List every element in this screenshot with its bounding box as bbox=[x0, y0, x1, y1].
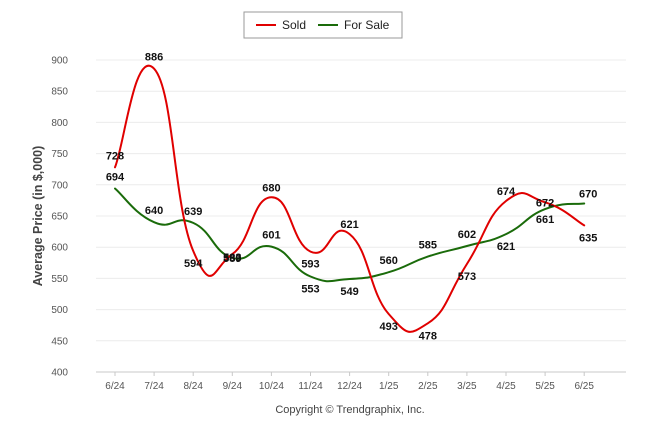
x-tick-label: 10/24 bbox=[259, 381, 284, 392]
data-label-for-sale: 640 bbox=[145, 205, 163, 217]
data-label-for-sale: 560 bbox=[380, 255, 398, 267]
plot-area: 400 450 500 550 600 650 700 750 800 850 900 6/24 7/… bbox=[51, 52, 626, 392]
series-line-sold bbox=[114, 64, 586, 333]
y-tick-label: 400 bbox=[51, 368, 68, 379]
x-tick-label: 3/25 bbox=[457, 381, 477, 392]
x-tick-label: 4/25 bbox=[496, 381, 516, 392]
data-label-for-sale: 602 bbox=[458, 229, 476, 241]
y-axis-title: Average Price (in $,000) bbox=[31, 146, 45, 287]
copyright-credit: Copyright © Trendgraphix, Inc. bbox=[275, 404, 424, 416]
data-label-for-sale: 639 bbox=[184, 206, 202, 218]
data-label-for-sale: 661 bbox=[536, 214, 554, 226]
x-tick-label: 12/24 bbox=[337, 381, 362, 392]
data-label-sold: 593 bbox=[301, 259, 319, 271]
x-tick-label: 8/24 bbox=[183, 381, 203, 392]
x-tick-label: 6/24 bbox=[105, 381, 125, 392]
data-label-sold: 728 bbox=[106, 150, 124, 162]
data-label-for-sale: 583 bbox=[223, 252, 241, 264]
legend: Sold For Sale bbox=[243, 11, 403, 39]
series-lines bbox=[114, 64, 586, 333]
legend-label-for-sale: For Sale bbox=[344, 18, 390, 32]
x-tick-label: 11/24 bbox=[298, 381, 323, 392]
y-tick-label: 600 bbox=[51, 243, 68, 254]
x-tick-label: 1/25 bbox=[379, 381, 399, 392]
y-tick-label: 750 bbox=[51, 149, 68, 160]
data-label-for-sale: 601 bbox=[262, 230, 280, 242]
y-tick-label: 450 bbox=[51, 336, 68, 347]
data-label-sold: 680 bbox=[262, 182, 280, 194]
x-tick-label: 5/25 bbox=[535, 381, 555, 392]
y-tick-label: 900 bbox=[51, 56, 68, 67]
legend-label-sold: Sold bbox=[282, 18, 306, 32]
y-tick-label: 700 bbox=[51, 180, 68, 191]
data-label-sold: 621 bbox=[340, 219, 358, 231]
x-tick-label: 6/25 bbox=[574, 381, 594, 392]
x-tick-label: 9/24 bbox=[223, 381, 243, 392]
y-axis-ticks: 400 450 500 550 600 650 700 750 800 850 900 bbox=[51, 56, 68, 379]
series-line-for-sale bbox=[114, 187, 586, 283]
x-tick-label: 7/24 bbox=[144, 381, 164, 392]
data-label-sold: 886 bbox=[145, 52, 163, 64]
data-label-for-sale: 585 bbox=[419, 240, 437, 252]
data-label-sold: 674 bbox=[497, 186, 516, 198]
y-tick-label: 550 bbox=[51, 274, 68, 285]
data-label-sold: 493 bbox=[380, 321, 398, 333]
data-label-sold: 635 bbox=[579, 232, 597, 244]
data-label-for-sale: 694 bbox=[106, 172, 125, 184]
data-label-sold: 573 bbox=[458, 271, 476, 283]
data-label-sold: 478 bbox=[419, 330, 437, 342]
data-label-sold: 589 bbox=[223, 253, 241, 265]
data-label-sold: 594 bbox=[184, 258, 203, 270]
data-labels: 728 886 594 589 680 593 621 493 478 573 674 672 635 6… bbox=[106, 52, 598, 343]
y-tick-label: 850 bbox=[51, 87, 68, 98]
x-tick-label: 2/25 bbox=[418, 381, 438, 392]
data-label-for-sale: 553 bbox=[301, 284, 319, 296]
data-label-sold: 672 bbox=[536, 197, 554, 209]
data-label-for-sale: 670 bbox=[579, 189, 597, 201]
data-label-for-sale: 549 bbox=[340, 286, 358, 298]
x-axis-ticks: 6/24 7/24 8/24 9/24 10/24 11/24 12/24 1/25 2/25 3… bbox=[105, 372, 594, 392]
y-tick-label: 650 bbox=[51, 212, 68, 223]
y-tick-label: 500 bbox=[51, 305, 68, 316]
data-label-for-sale: 621 bbox=[497, 241, 515, 253]
y-tick-label: 800 bbox=[51, 118, 68, 129]
